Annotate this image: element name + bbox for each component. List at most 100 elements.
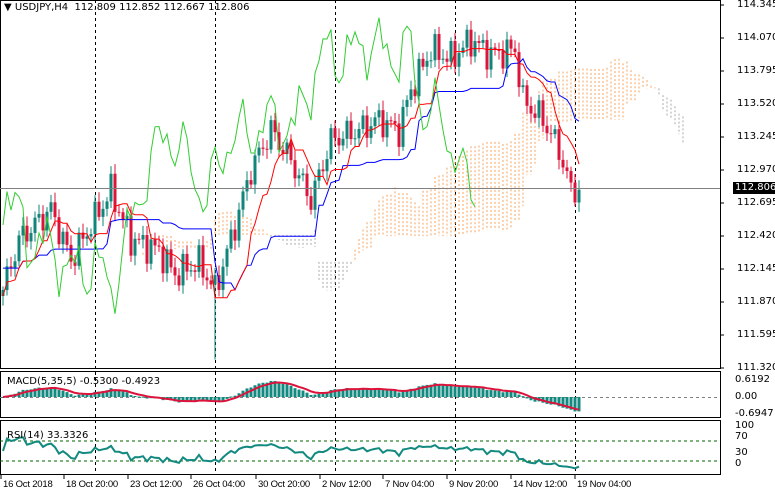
macd-signal-line [2, 381, 580, 411]
bull-candle [93, 201, 97, 235]
macd-histogram-bar [225, 397, 229, 399]
bull-candle [165, 249, 169, 274]
tenkan-sen-line [2, 48, 580, 299]
bull-candle [301, 173, 305, 176]
bear-candle [157, 245, 161, 247]
macd-histogram-bar [197, 397, 201, 400]
bear-candle [557, 129, 561, 160]
macd-histogram-bar [449, 385, 453, 397]
bull-candle [481, 39, 485, 43]
bear-candle [525, 85, 529, 106]
bear-candle [485, 39, 489, 70]
macd-histogram-bar [557, 397, 561, 407]
bull-candle [245, 180, 249, 192]
macd-histogram-bar [493, 390, 497, 397]
macd-histogram-bar [497, 390, 501, 397]
macd-histogram-bar [57, 389, 61, 397]
bear-candle [25, 225, 29, 242]
bear-candle [305, 173, 309, 197]
bear-candle [129, 215, 133, 256]
bull-candle [341, 138, 345, 146]
bull-candle [29, 232, 33, 242]
macd-histogram-bar [373, 389, 377, 397]
macd-histogram-bar [521, 396, 525, 398]
bull-candle [109, 173, 113, 202]
macd-histogram-bar [257, 383, 261, 397]
macd-histogram-bar [437, 384, 441, 397]
bear-candle [217, 275, 221, 290]
bear-candle [337, 137, 341, 146]
bull-candle [329, 128, 333, 160]
bull-candle [149, 239, 153, 264]
current-price-label: 112.806 [733, 182, 775, 194]
bull-candle [377, 110, 381, 118]
bull-candle [61, 231, 65, 245]
bear-candle [413, 89, 417, 97]
bear-candle [193, 270, 197, 272]
bear-candle [453, 41, 457, 67]
macd-histogram-bar [481, 387, 485, 397]
macd-histogram-bar [365, 389, 369, 397]
price-axis-label: 114.070 [737, 32, 775, 43]
bear-candle [169, 249, 173, 268]
macd-histogram-bar [81, 394, 85, 397]
macd-histogram-bar [385, 390, 389, 397]
macd-histogram-bar [129, 395, 133, 397]
bear-candle [493, 47, 497, 51]
bull-candle [577, 189, 581, 203]
bear-candle [261, 147, 265, 149]
time-axis-label: 14 Nov 12:00 [513, 479, 568, 490]
macd-histogram-bar [261, 382, 265, 397]
bull-candle [409, 89, 413, 100]
price-axis-label: 111.320 [737, 362, 775, 373]
bull-candle [181, 253, 185, 286]
price-axis-label: 112.420 [737, 230, 775, 241]
macd-histogram-bar [317, 393, 321, 397]
bull-candle [373, 117, 377, 127]
bull-candle [345, 120, 349, 139]
bull-candle [405, 99, 409, 107]
bull-candle [457, 52, 461, 67]
bear-candle [69, 244, 73, 262]
macd-histogram-bar [89, 393, 93, 397]
macd-histogram-bar [473, 387, 477, 397]
bear-candle [517, 52, 521, 88]
bear-candle [273, 120, 277, 133]
rsi-title: RSI(14) 33.3326 [7, 430, 89, 441]
macd-histogram-bar [141, 396, 145, 398]
bull-candle [229, 229, 233, 249]
bull-candle [45, 211, 49, 231]
macd-histogram-bar [397, 392, 401, 397]
bull-candle [425, 60, 429, 67]
bull-candle [269, 120, 273, 150]
macd-histogram-bar [433, 383, 437, 397]
bear-candle [309, 196, 313, 210]
bear-candle [177, 275, 181, 286]
macd-histogram-bar [341, 389, 345, 397]
macd-title: MACD(5,35,5) -0.5300 -0.4923 [7, 376, 161, 387]
bear-candle [393, 120, 397, 124]
macd-histogram-bar [573, 397, 577, 412]
bear-candle [333, 128, 337, 138]
bear-candle [65, 231, 69, 245]
bear-candle [469, 29, 473, 57]
macd-histogram-bar [305, 392, 309, 397]
bull-candle [285, 142, 289, 155]
bull-candle [253, 155, 257, 185]
bear-candle [321, 169, 325, 172]
macd-histogram-bar [121, 391, 125, 397]
bull-candle [461, 47, 465, 53]
bull-candle [537, 100, 541, 118]
bull-candle [417, 58, 421, 97]
macd-histogram-bar [25, 389, 29, 397]
bear-candle [201, 245, 205, 278]
macd-histogram-bar [357, 388, 361, 397]
bear-candle [573, 182, 577, 203]
bull-candle [225, 248, 229, 267]
macd-histogram-bar [353, 389, 357, 397]
bear-candle [477, 41, 481, 43]
macd-histogram-bar [477, 387, 481, 397]
bear-candle [289, 142, 293, 161]
macd-histogram-bar [93, 391, 97, 397]
